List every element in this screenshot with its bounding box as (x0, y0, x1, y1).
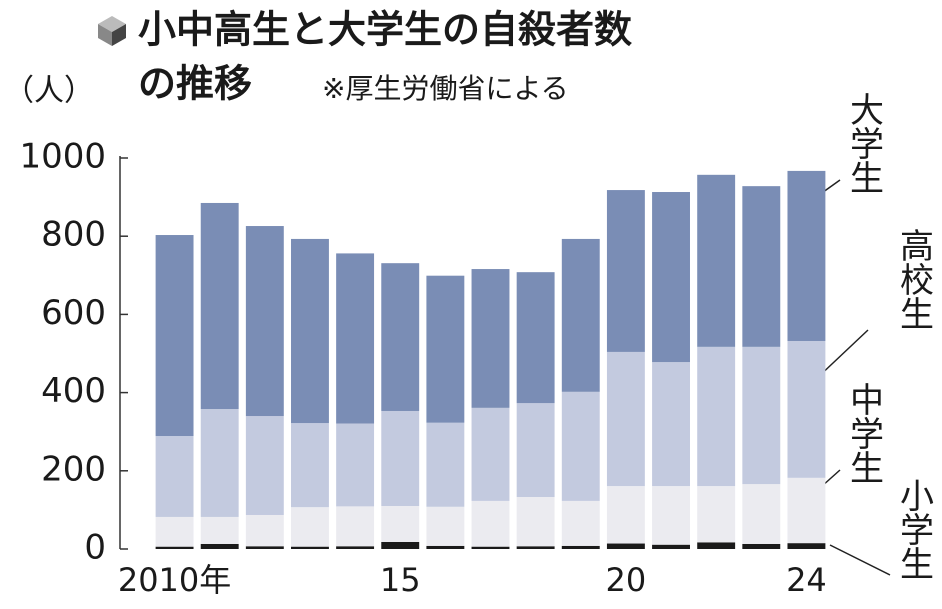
y-axis-label: （人） (4, 74, 94, 109)
bar-segment (426, 506, 465, 546)
bar-segment (742, 186, 781, 347)
x-tick-label: 2010年 (118, 561, 231, 599)
bar-segment (561, 500, 600, 546)
bar-segment (291, 238, 329, 424)
bar-segment (426, 422, 465, 507)
y-tick-label: 400 (41, 371, 106, 411)
bar-segment (516, 272, 555, 404)
bar-segment (336, 546, 375, 549)
y-tick-label: 200 (41, 449, 106, 489)
bar-segment (336, 253, 375, 424)
bar-segment (291, 423, 329, 508)
bar-segment (200, 202, 239, 410)
bar-segment (561, 391, 600, 501)
bar-segment (652, 192, 690, 363)
bar-segment (381, 541, 420, 549)
bar-segment (516, 496, 555, 547)
bar-segment (381, 263, 420, 411)
bar-segment (291, 507, 329, 547)
bar-segment (471, 546, 510, 549)
bar-segment (742, 346, 781, 485)
bar-segment (787, 170, 826, 341)
bar-segment (245, 416, 284, 515)
bar-segment (561, 238, 600, 392)
bar-segment (606, 351, 645, 487)
legend-label: 高校生 (894, 228, 934, 330)
bar-segment (471, 407, 510, 501)
x-tick-label: 15 (380, 561, 421, 599)
chart-title: 小中高生と大学生の自殺者数 (138, 8, 632, 52)
bar-segment (155, 546, 194, 549)
bar-segment (697, 346, 736, 487)
bar-segment (336, 506, 375, 547)
y-tick-label: 0 (84, 528, 106, 568)
bar-segment (742, 484, 781, 544)
y-tick-label: 800 (41, 215, 106, 255)
bar-segment (426, 545, 465, 549)
bar-segment (606, 190, 645, 352)
bar-segment (787, 340, 826, 478)
bar-segment (200, 516, 239, 544)
y-tick-label: 600 (41, 293, 106, 333)
bar-segment (471, 500, 510, 547)
chart-title: の推移 (138, 62, 252, 106)
bar-segment (471, 269, 510, 408)
bar-segment (336, 423, 375, 507)
bar-segment (381, 505, 420, 542)
y-tick-label: 1000 (19, 137, 106, 177)
legend-label: 中学生 (844, 382, 884, 484)
bar-segment (426, 275, 465, 423)
bar-segment (652, 544, 690, 549)
bar-segment (516, 403, 555, 497)
bar-segment (697, 174, 736, 347)
x-tick-label: 24 (786, 561, 827, 599)
bar-segment (697, 486, 736, 543)
bar-segment (245, 514, 284, 547)
bar-segment (652, 486, 690, 545)
bar-segment (245, 226, 284, 417)
legend-label: 大学生 (844, 92, 884, 194)
bar-segment (200, 409, 239, 517)
bar-segment (742, 543, 781, 549)
bar-segment (245, 546, 284, 549)
bar-segment (291, 546, 329, 549)
bar-segment (155, 235, 194, 437)
bar-segment (606, 543, 645, 549)
bar-segment (155, 516, 194, 547)
x-tick-label: 20 (606, 561, 647, 599)
bar-segment (787, 543, 826, 549)
bar-segment (381, 410, 420, 506)
bar-segment (516, 546, 555, 549)
bar-segment (155, 436, 194, 517)
bar-segment (606, 486, 645, 544)
bar-segment (561, 545, 600, 549)
bar-segment (200, 543, 239, 549)
cube-icon (98, 16, 126, 46)
legend-label: 小学生 (894, 478, 934, 580)
bar-segment (787, 477, 826, 544)
bar-segment (697, 542, 736, 549)
note: ※厚生労働省による (322, 72, 569, 105)
bar-segment (652, 362, 690, 487)
